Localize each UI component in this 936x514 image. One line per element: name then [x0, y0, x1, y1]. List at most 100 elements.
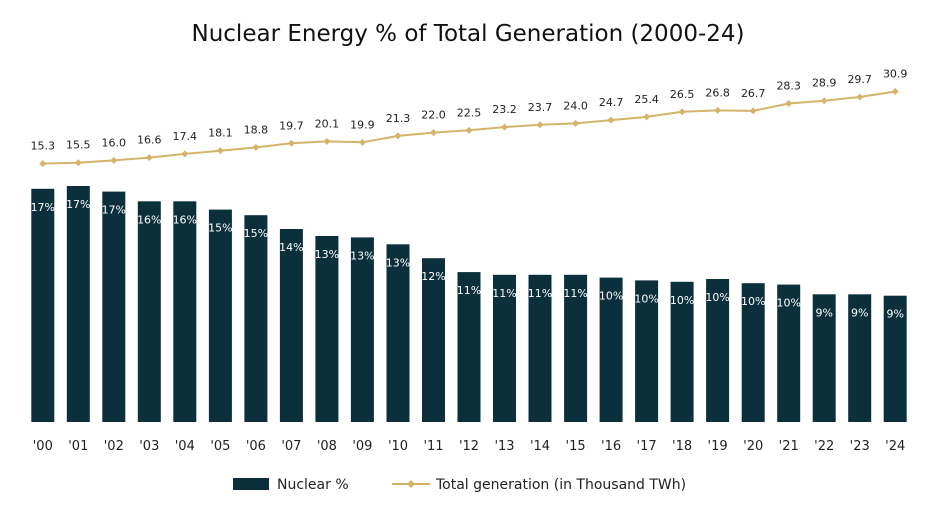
bar-23 — [848, 294, 872, 422]
x-tick-label-11: '11 — [423, 439, 443, 454]
line-point-0 — [39, 160, 47, 168]
line-label-24: 30.9 — [883, 68, 908, 81]
bar-label-22: 9% — [815, 306, 832, 319]
bar-7 — [279, 229, 303, 422]
x-tick-label-20: '20 — [743, 439, 763, 454]
line-point-20 — [749, 107, 757, 115]
x-tick-label-15: '15 — [566, 439, 586, 454]
line-label-5: 18.1 — [208, 127, 233, 140]
x-tick-label-2: '02 — [104, 439, 124, 454]
bar-21 — [777, 284, 801, 422]
bar-0 — [31, 188, 55, 422]
bar-label-0: 17% — [31, 201, 55, 214]
line-label-3: 16.6 — [137, 134, 162, 147]
bar-5 — [208, 209, 232, 422]
bar-24 — [883, 295, 907, 422]
line-label-13: 23.2 — [492, 103, 517, 116]
bar-label-15: 11% — [563, 287, 587, 300]
bar-label-7: 14% — [279, 241, 303, 254]
bar-label-5: 15% — [208, 222, 232, 235]
line-label-20: 26.7 — [741, 87, 766, 100]
bar-8 — [315, 236, 339, 422]
x-tick-label-1: '01 — [68, 439, 88, 454]
x-tick-label-21: '21 — [779, 439, 799, 454]
line-label-21: 28.3 — [776, 80, 801, 93]
x-tick-label-18: '18 — [672, 439, 692, 454]
line-point-9 — [358, 138, 366, 146]
legend-label-nuclear: Nuclear % — [277, 477, 349, 493]
bar-data-labels: 17% 17% 17% 16% 16% 15% 15% 14% 13% 13% 13% 12% 11% 1… — [31, 198, 904, 321]
bar-16 — [599, 277, 623, 422]
line-series-total-generation — [39, 87, 899, 168]
bar-18 — [670, 281, 694, 422]
bar-label-2: 17% — [102, 204, 126, 217]
line-point-2 — [110, 156, 118, 164]
bar-3 — [137, 201, 161, 422]
line-point-14 — [536, 121, 544, 129]
line-point-8 — [323, 137, 331, 145]
x-tick-label-13: '13 — [494, 439, 514, 454]
line-label-18: 26.5 — [670, 88, 695, 101]
bar-1 — [66, 186, 90, 422]
bar-label-3: 16% — [137, 213, 161, 226]
bar-label-11: 12% — [421, 270, 445, 283]
line-label-19: 26.8 — [705, 86, 730, 99]
line-point-18 — [678, 108, 686, 116]
bar-label-1: 17% — [66, 198, 90, 211]
x-tick-label-12: '12 — [459, 439, 479, 454]
line-point-11 — [429, 129, 437, 137]
bar-10 — [386, 244, 410, 422]
line-point-13 — [501, 123, 509, 131]
bar-label-12: 11% — [457, 284, 481, 297]
legend: Nuclear % Total generation (in Thousand … — [233, 477, 686, 493]
line-label-9: 19.9 — [350, 118, 375, 131]
line-label-4: 17.4 — [173, 130, 198, 143]
x-tick-label-17: '17 — [637, 439, 657, 454]
line-label-8: 20.1 — [315, 117, 340, 130]
bar-label-13: 11% — [492, 287, 516, 300]
bar-13 — [493, 274, 516, 422]
legend-swatch-nuclear — [233, 478, 269, 490]
line-label-22: 28.9 — [812, 77, 837, 90]
bar-label-9: 13% — [350, 249, 374, 262]
x-tick-label-4: '04 — [175, 439, 195, 454]
x-tick-label-19: '19 — [708, 439, 728, 454]
bar-12 — [457, 272, 481, 422]
bar-label-14: 11% — [528, 287, 552, 300]
line-data-labels: 15.3 15.5 16.0 16.6 17.4 18.1 18.8 19.7 20.1 19.9… — [31, 68, 908, 153]
line-point-16 — [607, 116, 615, 124]
x-tick-label-8: '08 — [317, 439, 337, 454]
line-label-10: 21.3 — [386, 112, 411, 125]
line-label-23: 29.7 — [847, 73, 872, 86]
bar-label-20: 10% — [741, 295, 765, 308]
x-tick-label-3: '03 — [139, 439, 159, 454]
line-label-2: 16.0 — [102, 136, 127, 149]
line-label-6: 18.8 — [244, 123, 269, 136]
x-tick-label-10: '10 — [388, 439, 408, 454]
x-tick-label-6: '06 — [246, 439, 266, 454]
line-point-12 — [465, 126, 473, 134]
bar-label-17: 10% — [634, 292, 658, 305]
x-axis-tick-labels: '00 '01 '02 '03 '04 '05 '06 '07 '08 '09 '10 '11 '12 '… — [33, 439, 906, 454]
bar-14 — [528, 274, 552, 422]
x-tick-label-14: '14 — [530, 439, 550, 454]
bar-label-16: 10% — [599, 290, 623, 303]
line-point-7 — [287, 139, 295, 147]
bar-label-23: 9% — [851, 306, 868, 319]
x-tick-label-16: '16 — [601, 439, 621, 454]
bar-15 — [564, 274, 588, 422]
legend-label-total-generation: Total generation (in Thousand TWh) — [435, 477, 686, 493]
x-tick-label-23: '23 — [850, 439, 870, 454]
line-point-3 — [145, 154, 153, 162]
bar-series-nuclear — [31, 186, 907, 422]
line-label-17: 25.4 — [634, 93, 659, 106]
legend-swatch-total-generation-marker — [407, 480, 415, 488]
bar-17 — [635, 280, 659, 422]
bar-label-10: 13% — [386, 256, 410, 269]
x-tick-label-9: '09 — [352, 439, 372, 454]
line-point-23 — [856, 93, 864, 101]
line-point-4 — [181, 150, 189, 158]
line-label-11: 22.0 — [421, 109, 446, 122]
line-point-17 — [643, 113, 651, 121]
